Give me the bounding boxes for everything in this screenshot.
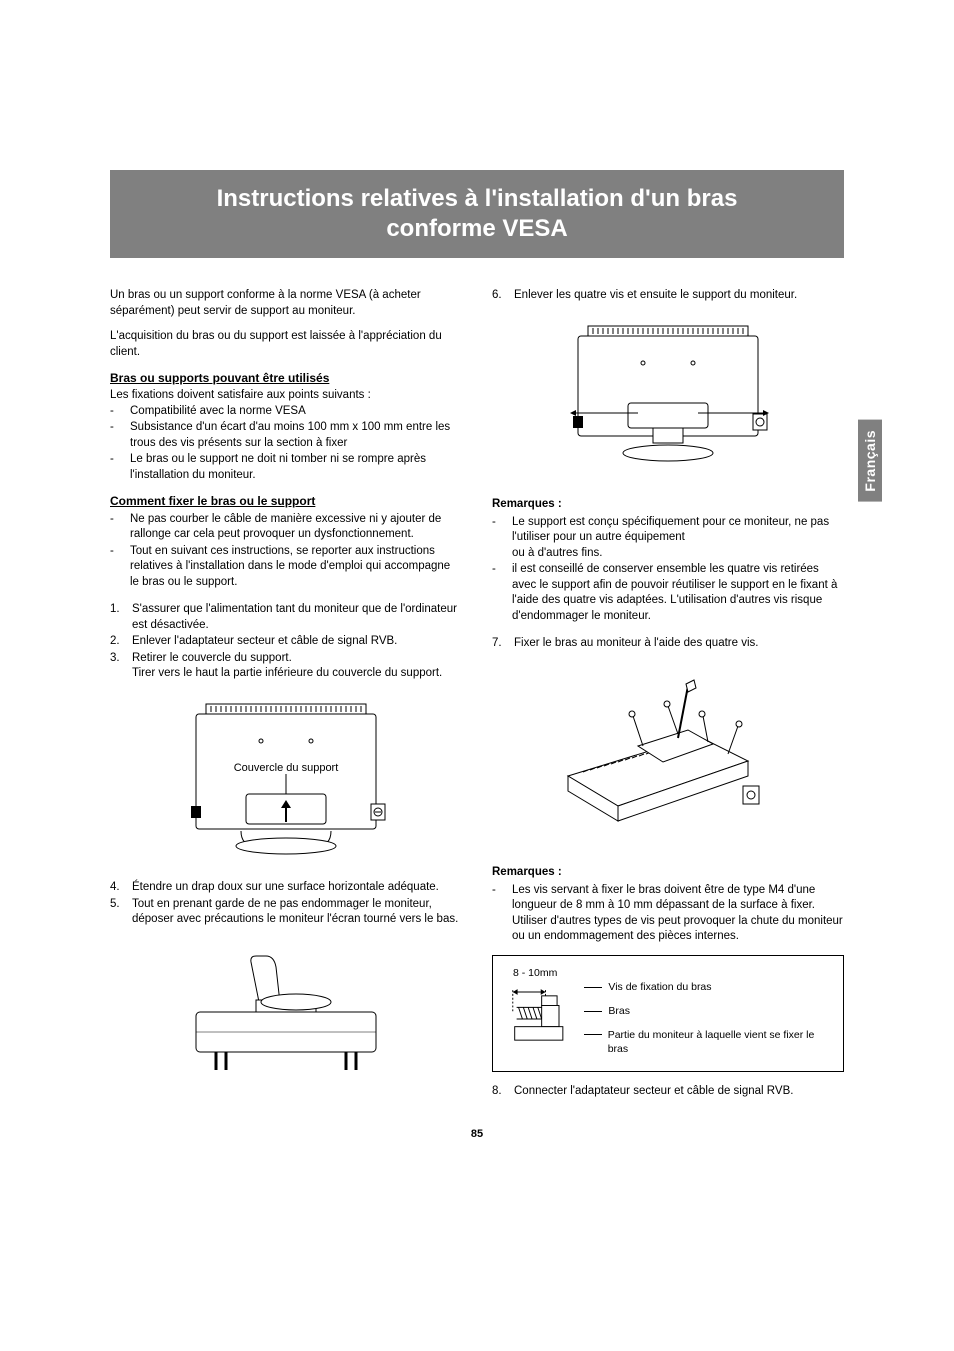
step-8: 8. Connecter l'adaptateur secteur et câbl… — [492, 1084, 844, 1100]
list-item: -Subsistance d'un écart d'au moins 100 m… — [110, 420, 462, 451]
step-6: 6. Enlever les quatre vis et ensuite le s… — [492, 288, 844, 304]
step-text: Enlever l'adaptateur secteur et câble de… — [132, 634, 397, 650]
list-item: -il est conseillé de conserver ensemble … — [492, 562, 844, 624]
notes-2-heading: Remarques : — [492, 865, 844, 881]
step-item: 2. Enlever l'adaptateur secteur et câble … — [110, 634, 462, 650]
step-item: 3. Retirer le couvercle du support. Tire… — [110, 651, 462, 682]
list-text: Le support est conçu spécifiquement pour… — [512, 515, 844, 562]
step-number: 2. — [110, 634, 124, 650]
notes-2-list: -Les vis servant à fixer le bras doivent… — [492, 883, 844, 945]
bullet-dash: - — [110, 420, 120, 451]
title-banner: Instructions relatives à l'installation … — [110, 170, 844, 258]
list-text: Le bras ou le support ne doit ni tomber … — [130, 452, 462, 483]
page-number: 85 — [110, 1128, 844, 1140]
list-item: -Les vis servant à fixer le bras doivent… — [492, 883, 844, 945]
section-1-lead: Les fixations doivent satisfaire aux poi… — [110, 388, 462, 404]
bullet-dash: - — [492, 562, 502, 624]
notes-1-heading: Remarques : — [492, 497, 844, 513]
list-text: Subsistance d'un écart d'au moins 100 mm… — [130, 420, 462, 451]
intro-paragraph-2: L'acquisition du bras ou du support est … — [110, 329, 462, 360]
list-item: -Tout en suivant ces instructions, se re… — [110, 544, 462, 591]
screw-icon — [507, 983, 574, 1053]
list-item: -Compatibilité avec la norme VESA — [110, 404, 462, 420]
figure-stand-cover: Couvercle du support — [110, 696, 462, 886]
list-text: Les vis servant à fixer le bras doivent … — [512, 883, 844, 945]
step-text: Enlever les quatre vis et ensuite le sup… — [514, 288, 797, 304]
steps-1-3: 1. S'assurer que l'alimentation tant du m… — [110, 602, 462, 682]
step-text: Tout en prenant garde de ne pas endommag… — [132, 897, 462, 928]
step-item: 8. Connecter l'adaptateur secteur et câbl… — [492, 1084, 844, 1100]
screw-range-label: 8 - 10mm — [513, 966, 829, 980]
step-text: Connecter l'adaptateur secteur et câble … — [514, 1084, 793, 1100]
title-line-1: Instructions relatives à l'installation … — [217, 185, 738, 212]
step-number: 6. — [492, 288, 506, 304]
language-tab: Français — [858, 420, 882, 502]
step-number: 5. — [110, 897, 124, 928]
figure-arm-attach — [492, 666, 844, 852]
screw-label-2: Bras — [608, 1004, 630, 1018]
list-text: il est conseillé de conserver ensemble l… — [512, 562, 844, 624]
notes-1-list: - Le support est conçu spécifiquement po… — [492, 515, 844, 625]
figure-remove-screws — [492, 318, 844, 484]
bullet-dash: - — [110, 452, 120, 483]
title-line-2: conforme VESA — [386, 215, 567, 242]
step-number: 8. — [492, 1084, 506, 1100]
step-number: 4. — [110, 880, 124, 896]
step-number: 7. — [492, 636, 506, 652]
figure-1-caption: Couvercle du support — [110, 761, 462, 776]
list-text: Compatibilité avec la norme VESA — [130, 404, 306, 420]
left-column: Un bras ou un support conforme à la norm… — [110, 288, 462, 1100]
section-2-heading: Comment fixer le bras ou le support — [110, 493, 462, 509]
list-item: -Ne pas courber le câble de manière exce… — [110, 512, 462, 543]
right-column: 6. Enlever les quatre vis et ensuite le s… — [492, 288, 844, 1100]
step-item: 1. S'assurer que l'alimentation tant du m… — [110, 602, 462, 633]
content-columns: Un bras ou un support conforme à la norm… — [110, 288, 844, 1100]
bullet-dash: - — [110, 544, 120, 591]
step-number: 1. — [110, 602, 124, 633]
step-item: 5. Tout en prenant garde de ne pas endomm… — [110, 897, 462, 928]
list-item: - Le support est conçu spécifiquement po… — [492, 515, 844, 562]
section-1-heading: Bras ou supports pouvant être utilisés — [110, 370, 462, 386]
bullet-dash: - — [110, 512, 120, 543]
screw-label-3: Partie du moniteur à laquelle vient se f… — [608, 1028, 829, 1056]
step-7: 7. Fixer le bras au moniteur à l'aide des… — [492, 636, 844, 652]
list-text: Ne pas courber le câble de manière exces… — [130, 512, 462, 543]
screw-spec-diagram: 8 - 10mm — [492, 955, 844, 1072]
bullet-dash: - — [110, 404, 120, 420]
step-item: 7. Fixer le bras au moniteur à l'aide des… — [492, 636, 844, 652]
page: Français Instructions relatives à l'inst… — [0, 0, 954, 1180]
steps-4-5: 4. Étendre un drap doux sur une surface h… — [110, 880, 462, 928]
figure-monitor-facedown — [110, 942, 462, 1078]
step-text: Étendre un drap doux sur une surface hor… — [132, 880, 439, 896]
step-item: 4. Étendre un drap doux sur une surface h… — [110, 880, 462, 896]
list-item: -Le bras ou le support ne doit ni tomber… — [110, 452, 462, 483]
page-title: Instructions relatives à l'installation … — [130, 184, 824, 244]
list-text: Tout en suivant ces instructions, se rep… — [130, 544, 462, 591]
step-number: 3. — [110, 651, 124, 682]
intro-paragraph-1: Un bras ou un support conforme à la norm… — [110, 288, 462, 319]
screw-label-1: Vis de fixation du bras — [608, 980, 711, 994]
section-1-list: -Compatibilité avec la norme VESA -Subsi… — [110, 404, 462, 484]
step-item: 6. Enlever les quatre vis et ensuite le s… — [492, 288, 844, 304]
bullet-dash: - — [492, 515, 502, 562]
step-text: Fixer le bras au moniteur à l'aide des q… — [514, 636, 758, 652]
section-2-list: -Ne pas courber le câble de manière exce… — [110, 512, 462, 591]
step-text: S'assurer que l'alimentation tant du mon… — [132, 602, 462, 633]
step-text: Retirer le couvercle du support. Tirer v… — [132, 651, 442, 682]
bullet-dash: - — [492, 883, 502, 945]
